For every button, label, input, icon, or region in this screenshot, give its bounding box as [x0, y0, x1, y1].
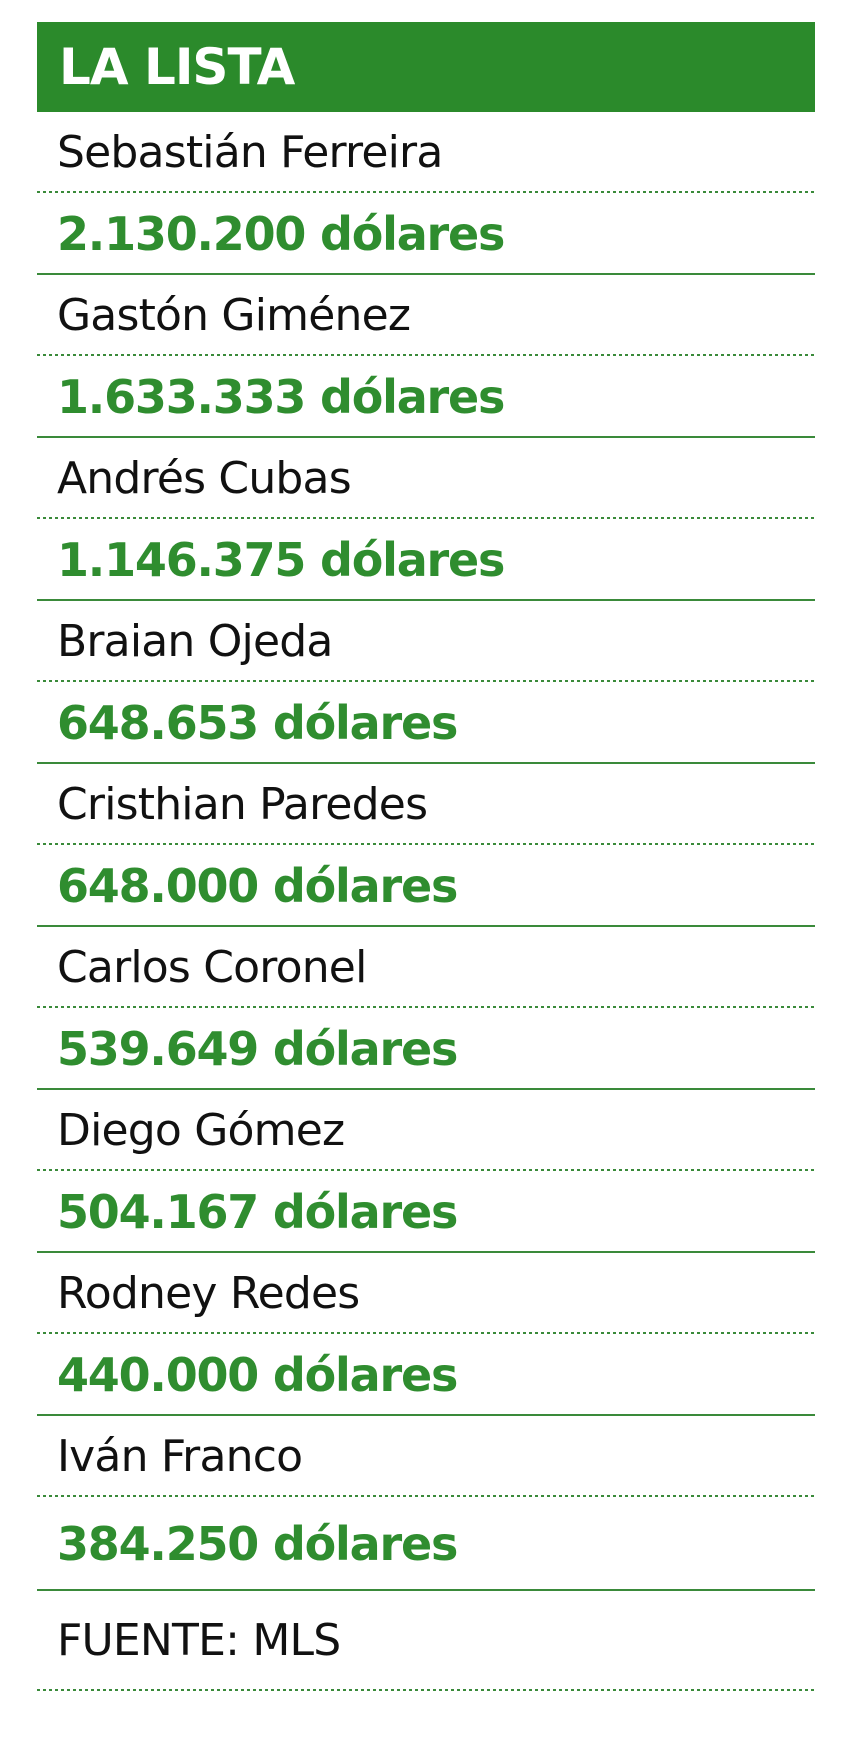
player-name: Gastón Giménez [57, 289, 411, 341]
list-header: LA LISTA [37, 22, 815, 112]
list-item: Iván Franco [37, 1416, 815, 1497]
list-item: 384.250 dólares [37, 1497, 815, 1591]
list-item: Andrés Cubas [37, 438, 815, 519]
player-salary: 1.633.333 dólares [57, 370, 505, 424]
player-name: Diego Gómez [57, 1104, 345, 1156]
player-salary: 504.167 dólares [57, 1185, 458, 1239]
player-name: Braian Ojeda [57, 615, 333, 667]
list-item: Carlos Coronel [37, 927, 815, 1008]
player-name: Rodney Redes [57, 1267, 360, 1319]
list-item: Rodney Redes [37, 1253, 815, 1334]
list-item: Braian Ojeda [37, 601, 815, 682]
player-name: Carlos Coronel [57, 941, 367, 993]
list-item: Cristhian Paredes [37, 764, 815, 845]
player-salary: 384.250 dólares [57, 1517, 458, 1571]
player-salary: 1.146.375 dólares [57, 533, 505, 587]
list-item: 648.653 dólares [37, 682, 815, 764]
player-salary: 648.653 dólares [57, 696, 458, 750]
list-item: 504.167 dólares [37, 1171, 815, 1253]
player-salary: 539.649 dólares [57, 1022, 458, 1076]
list-item: 440.000 dólares [37, 1334, 815, 1416]
source-credit: FUENTE: MLS [57, 1615, 341, 1666]
list-item: 539.649 dólares [37, 1008, 815, 1090]
list-item: Sebastián Ferreira [37, 112, 815, 193]
list-item: 648.000 dólares [37, 845, 815, 927]
list-item: 1.633.333 dólares [37, 356, 815, 438]
list-title: LA LISTA [59, 38, 295, 96]
salary-list-card: LA LISTA Sebastián Ferreira 2.130.200 dó… [37, 22, 815, 1691]
player-name: Andrés Cubas [57, 452, 352, 504]
source-row: FUENTE: MLS [37, 1591, 815, 1691]
list-item: 1.146.375 dólares [37, 519, 815, 601]
list-item: Diego Gómez [37, 1090, 815, 1171]
player-name: Sebastián Ferreira [57, 126, 443, 178]
player-name: Cristhian Paredes [57, 778, 428, 830]
player-salary: 648.000 dólares [57, 859, 458, 913]
player-salary: 2.130.200 dólares [57, 207, 505, 261]
player-name: Iván Franco [57, 1430, 303, 1482]
list-item: Gastón Giménez [37, 275, 815, 356]
list-item: 2.130.200 dólares [37, 193, 815, 275]
player-salary: 440.000 dólares [57, 1348, 458, 1402]
